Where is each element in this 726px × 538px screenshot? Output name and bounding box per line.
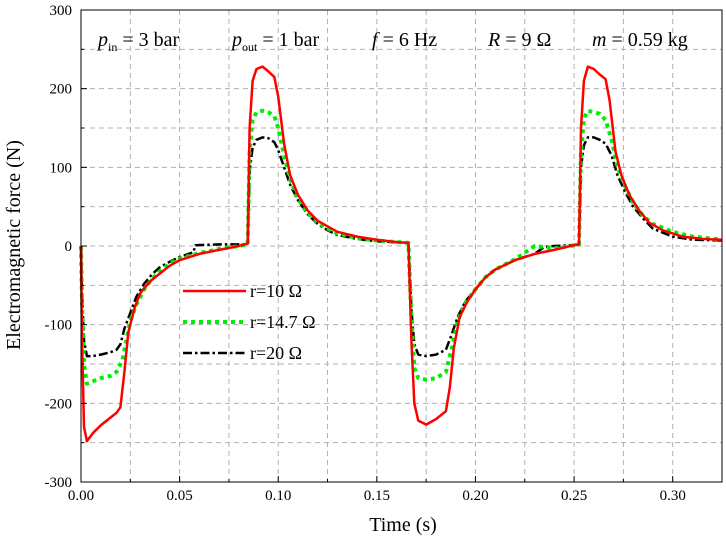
series-line <box>79 65 723 443</box>
x-tick-label: 0.25 <box>561 488 587 504</box>
y-tick-label: 200 <box>50 82 73 98</box>
y-tick-label: -300 <box>45 475 73 491</box>
annotation-R: R = 9 Ω <box>487 29 551 51</box>
series-line <box>79 136 723 358</box>
x-tick-label: 0.30 <box>660 488 686 504</box>
annotation-p-in: pin = 3 bar <box>96 29 180 54</box>
x-tick-label: 0.10 <box>265 488 291 504</box>
y-tick-label: -100 <box>45 318 73 334</box>
parameter-annotations: pin = 3 bar pout = 1 bar f = 6 Hz R = 9 … <box>96 29 688 54</box>
grid <box>81 10 722 482</box>
legend: r=10 Ω r=14.7 Ω r=20 Ω <box>183 281 316 363</box>
x-tick-label: 0.15 <box>364 488 390 504</box>
x-tick-label: 0.05 <box>166 488 192 504</box>
x-tick-label: 0.20 <box>462 488 488 504</box>
y-tick-label: 300 <box>50 3 73 19</box>
y-axis-title: Electromagnetic force (N) <box>3 140 25 350</box>
legend-label: r=20 Ω <box>250 343 302 363</box>
y-tick-label: 100 <box>50 160 73 176</box>
annotation-m: m = 0.59 kg <box>592 29 688 51</box>
tick-labels: 0.00 0.05 0.10 0.15 0.20 0.25 0.30 -300 -200 -100… <box>45 3 686 504</box>
y-tick-label: -200 <box>45 396 73 412</box>
x-axis-title: Time (s) <box>369 514 437 536</box>
y-tick-label: 0 <box>65 239 73 255</box>
series-line <box>79 108 723 386</box>
x-tick-label: 0.00 <box>68 488 94 504</box>
legend-label: r=10 Ω <box>250 281 302 301</box>
legend-label: r=14.7 Ω <box>250 312 316 332</box>
series-layer <box>79 65 723 443</box>
annotation-f: f = 6 Hz <box>372 29 437 51</box>
annotation-p-out: pout = 1 bar <box>230 29 320 54</box>
ticks <box>80 9 674 483</box>
